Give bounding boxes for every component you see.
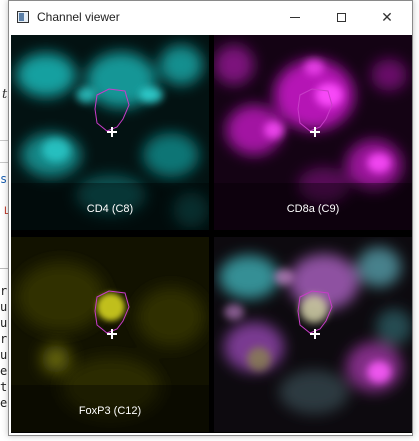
minimize-icon	[290, 17, 300, 18]
channel-label: FoxP3 (C12)	[78, 405, 142, 417]
channel-label: CD4 (C8)	[86, 203, 134, 215]
app-window-icon	[17, 11, 29, 23]
composite-image	[214, 237, 412, 432]
minimize-button[interactable]	[272, 1, 318, 34]
label-band	[11, 385, 209, 432]
background-divider	[0, 140, 10, 141]
label-band	[11, 183, 209, 230]
channel-panel-cd8a[interactable]: CD8a (C9)	[214, 35, 412, 230]
close-button[interactable]: ✕	[364, 1, 410, 34]
code-line: t	[0, 380, 8, 394]
maximize-icon	[336, 13, 346, 22]
cell-outline	[94, 290, 130, 334]
channel-grid: CD4 (C8)	[11, 35, 412, 433]
cell-outline	[297, 290, 333, 334]
background-divider	[0, 162, 10, 163]
background-divider	[0, 268, 10, 269]
channel-viewer-window[interactable]: Channel viewer ✕	[8, 0, 413, 436]
label-band	[214, 183, 412, 230]
maximize-button[interactable]	[318, 1, 364, 34]
close-icon: ✕	[381, 9, 393, 26]
title-bar[interactable]: Channel viewer ✕	[9, 1, 412, 34]
background-label-fragment: L	[4, 205, 10, 217]
cell-outline	[94, 88, 130, 132]
code-line: e	[0, 364, 8, 378]
code-line: e	[0, 396, 8, 410]
crosshair-icon	[310, 329, 320, 339]
channel-panel-foxp3[interactable]: FoxP3 (C12)	[11, 237, 209, 432]
window-title: Channel viewer	[37, 10, 120, 24]
channel-label: CD8a (C9)	[286, 203, 340, 215]
channel-panel-composite[interactable]	[214, 237, 412, 432]
channel-panel-cd4[interactable]: CD4 (C8)	[11, 35, 209, 230]
cell-outline	[297, 88, 333, 132]
